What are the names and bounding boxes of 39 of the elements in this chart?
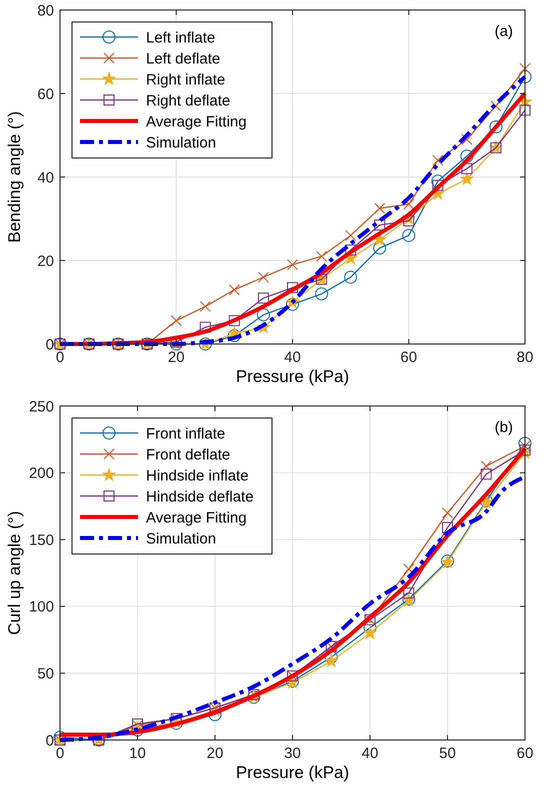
y-tick-label: 200 bbox=[28, 465, 54, 482]
y-tick-label: 0 bbox=[46, 732, 54, 750]
x-tick-label: 50 bbox=[439, 745, 456, 762]
y-axis-title: Curl up angle (°) bbox=[5, 511, 24, 635]
x-tick-label: 20 bbox=[206, 745, 224, 762]
legend-label: Hindside inflate bbox=[146, 467, 249, 484]
legend-label: Simulation bbox=[146, 134, 216, 152]
y-tick-label: 80 bbox=[37, 2, 54, 20]
x-tick-label: 30 bbox=[284, 745, 301, 762]
y-tick-label: 0 bbox=[46, 336, 54, 354]
legend-label: Front deflate bbox=[146, 446, 230, 464]
legend-label: Left inflate bbox=[146, 29, 216, 46]
x-tick-label: 80 bbox=[516, 349, 534, 366]
legend-label: Right deflate bbox=[146, 92, 230, 110]
x-tick-label: 20 bbox=[168, 349, 185, 366]
legend-label: Right inflate bbox=[146, 71, 226, 88]
x-tick-label: 60 bbox=[516, 745, 534, 762]
x-tick-label: 60 bbox=[400, 349, 418, 366]
annotation: (b) bbox=[494, 419, 513, 436]
legend-label: Simulation bbox=[146, 530, 216, 548]
y-tick-label: 250 bbox=[28, 398, 54, 416]
y-tick-label: 50 bbox=[37, 665, 54, 682]
x-tick-label: 10 bbox=[129, 745, 146, 762]
y-tick-label: 150 bbox=[28, 532, 54, 549]
annotation: (a) bbox=[494, 23, 513, 40]
x-axis-title: Pressure (kPa) bbox=[236, 763, 350, 782]
legend-label: Front inflate bbox=[146, 425, 226, 442]
x-tick-label: 40 bbox=[284, 349, 301, 366]
legend-label: Average Fitting bbox=[146, 509, 247, 526]
y-tick-label: 40 bbox=[37, 169, 54, 186]
y-tick-label: 60 bbox=[37, 86, 54, 103]
y-axis-title: Bending angle (°) bbox=[5, 111, 24, 243]
legend-label: Left deflate bbox=[146, 50, 220, 68]
legend-label: Hindside deflate bbox=[146, 488, 254, 506]
legend-label: Average Fitting bbox=[146, 113, 247, 130]
y-tick-label: 100 bbox=[28, 598, 54, 616]
x-tick-label: 40 bbox=[362, 745, 378, 762]
y-tick-label: 20 bbox=[37, 252, 54, 270]
x-axis-title: Pressure (kPa) bbox=[236, 367, 350, 386]
